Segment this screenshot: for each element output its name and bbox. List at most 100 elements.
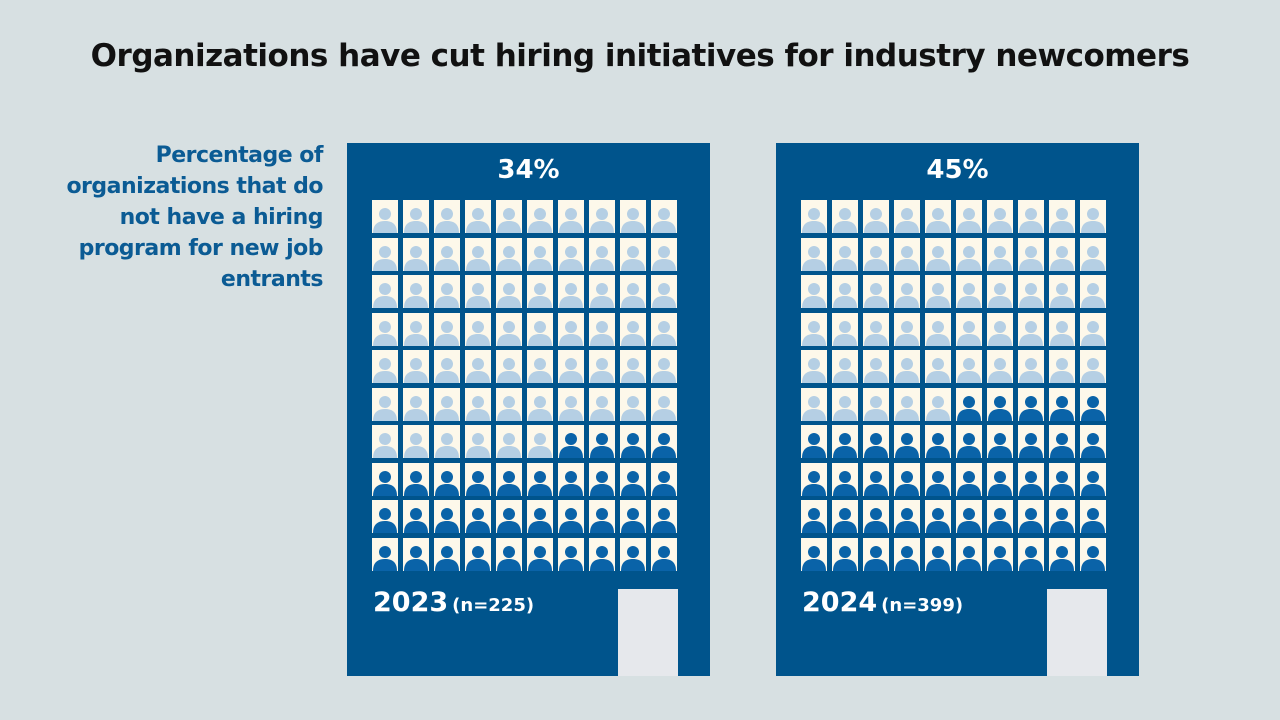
person-icon bbox=[925, 275, 951, 308]
person-icon-highlighted bbox=[832, 462, 858, 496]
person-icon-highlighted bbox=[403, 500, 429, 533]
person-icon bbox=[987, 200, 1013, 233]
person-icon bbox=[434, 237, 460, 271]
person-icon bbox=[651, 312, 677, 346]
person-icon bbox=[1049, 200, 1075, 233]
person-icon-highlighted bbox=[651, 500, 677, 533]
person-icon bbox=[894, 312, 920, 346]
person-icon-highlighted bbox=[832, 500, 858, 533]
person-icon bbox=[372, 237, 398, 271]
person-icon-highlighted bbox=[403, 537, 429, 571]
person-icon bbox=[558, 312, 584, 346]
person-icon bbox=[620, 312, 646, 346]
person-icon bbox=[403, 350, 429, 383]
person-icon bbox=[620, 275, 646, 308]
person-icon-highlighted bbox=[434, 500, 460, 533]
person-icon bbox=[589, 312, 615, 346]
person-icon bbox=[527, 312, 553, 346]
person-icon bbox=[620, 387, 646, 421]
person-icon bbox=[832, 387, 858, 421]
person-icon bbox=[651, 350, 677, 383]
person-icon bbox=[558, 387, 584, 421]
person-icon bbox=[651, 237, 677, 271]
person-icon bbox=[372, 275, 398, 308]
person-icon-highlighted bbox=[987, 537, 1013, 571]
person-icon bbox=[894, 387, 920, 421]
sample-size: (n=225) bbox=[452, 595, 535, 616]
person-icon-highlighted bbox=[1080, 537, 1106, 571]
person-icon bbox=[372, 387, 398, 421]
person-icon-highlighted bbox=[863, 462, 889, 496]
person-icon-highlighted bbox=[1080, 462, 1106, 496]
person-icon-highlighted bbox=[1080, 425, 1106, 458]
person-icon bbox=[832, 350, 858, 383]
person-icon bbox=[987, 275, 1013, 308]
door bbox=[1047, 589, 1107, 676]
person-icon-highlighted bbox=[372, 500, 398, 533]
person-icon-highlighted bbox=[620, 500, 646, 533]
person-icon bbox=[1080, 312, 1106, 346]
person-icon bbox=[496, 275, 522, 308]
person-icon-highlighted bbox=[832, 537, 858, 571]
person-icon-highlighted bbox=[651, 425, 677, 458]
person-icon bbox=[801, 237, 827, 271]
person-icon bbox=[1080, 275, 1106, 308]
person-icon bbox=[496, 387, 522, 421]
person-icon bbox=[1049, 275, 1075, 308]
person-icon-highlighted bbox=[589, 500, 615, 533]
person-icon bbox=[894, 350, 920, 383]
person-icon bbox=[894, 200, 920, 233]
person-icon-highlighted bbox=[801, 425, 827, 458]
person-icon-highlighted bbox=[863, 537, 889, 571]
person-icon-highlighted bbox=[558, 462, 584, 496]
person-icon-highlighted bbox=[589, 462, 615, 496]
person-icon bbox=[956, 275, 982, 308]
person-icon-highlighted bbox=[956, 537, 982, 571]
person-icon bbox=[496, 237, 522, 271]
person-icon-highlighted bbox=[651, 462, 677, 496]
person-icon-highlighted bbox=[1018, 387, 1044, 421]
person-icon-highlighted bbox=[620, 537, 646, 571]
person-icon bbox=[832, 312, 858, 346]
person-icon-highlighted bbox=[832, 425, 858, 458]
person-icon bbox=[372, 200, 398, 233]
person-icon-highlighted bbox=[527, 537, 553, 571]
person-icon-highlighted bbox=[558, 500, 584, 533]
person-icon bbox=[1049, 312, 1075, 346]
person-icon bbox=[558, 275, 584, 308]
person-icon-highlighted bbox=[589, 537, 615, 571]
person-icon bbox=[925, 200, 951, 233]
person-icon bbox=[1018, 312, 1044, 346]
person-icon bbox=[465, 275, 491, 308]
person-icon bbox=[1018, 237, 1044, 271]
person-icon bbox=[434, 200, 460, 233]
person-icon bbox=[558, 350, 584, 383]
person-icon bbox=[801, 387, 827, 421]
door bbox=[618, 589, 678, 676]
person-icon bbox=[496, 312, 522, 346]
person-icon-highlighted bbox=[956, 500, 982, 533]
year-label: 2023 (n=225) bbox=[373, 587, 534, 618]
person-icon-highlighted bbox=[987, 387, 1013, 421]
person-icon-highlighted bbox=[925, 537, 951, 571]
person-icon bbox=[1080, 200, 1106, 233]
person-icon-highlighted bbox=[801, 462, 827, 496]
person-icon-highlighted bbox=[403, 462, 429, 496]
person-icon bbox=[1018, 350, 1044, 383]
person-icon bbox=[434, 350, 460, 383]
person-icon bbox=[956, 350, 982, 383]
person-icon-highlighted bbox=[925, 425, 951, 458]
person-icon bbox=[620, 200, 646, 233]
person-icon-highlighted bbox=[1049, 387, 1075, 421]
person-icon-highlighted bbox=[801, 537, 827, 571]
person-icon bbox=[403, 387, 429, 421]
person-icon-highlighted bbox=[558, 537, 584, 571]
person-icon bbox=[403, 275, 429, 308]
person-icon bbox=[894, 275, 920, 308]
person-icon bbox=[956, 237, 982, 271]
person-icon bbox=[403, 200, 429, 233]
person-icon bbox=[925, 237, 951, 271]
person-icon bbox=[863, 200, 889, 233]
chart-title: Organizations have cut hiring initiative… bbox=[90, 38, 1190, 74]
person-icon bbox=[589, 350, 615, 383]
